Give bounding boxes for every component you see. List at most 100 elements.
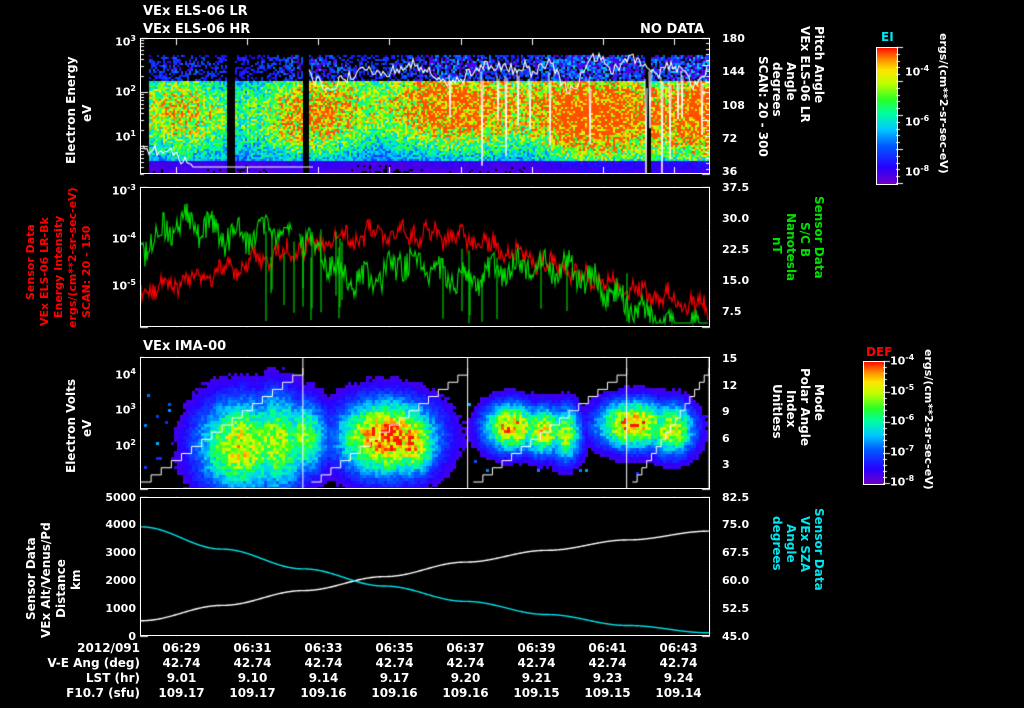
- p1-rtick-108: 108: [722, 99, 745, 112]
- panel1-title-lr: VEx ELS-06 LR: [143, 4, 248, 19]
- p2-right-axis-label-2: S/C B: [798, 222, 812, 258]
- p4-rtick-52-5: 52.5: [722, 602, 750, 615]
- footer-row: V-E Ang (deg) 42.74 42.74 42.74 42.74 42…: [0, 656, 714, 671]
- footer-cell: 42.74: [517, 656, 556, 670]
- footer-cell: 9.23: [592, 671, 623, 685]
- p2-left-axis-label-3: Energy Intensity: [52, 215, 65, 318]
- p3-ytick-1e2: 102: [115, 438, 136, 453]
- p4-left-axis-label-3: Distance: [54, 559, 68, 618]
- panel1-no-data-note: NO DATA: [640, 22, 705, 37]
- p1-right-axis-label-1: Pitch Angle: [812, 26, 826, 104]
- footer-row-label: LST (hr): [85, 671, 140, 685]
- p3-right-axis-label-4: Unitless: [770, 384, 784, 439]
- footer-cell: 42.74: [162, 656, 201, 670]
- footer-cell: 109.16: [442, 686, 489, 700]
- cb1-tick-1e-8: 10-8: [905, 164, 930, 179]
- p2-ytick-1e-4: 10-4: [111, 231, 136, 246]
- colorbar-def: [863, 361, 885, 485]
- panel-altitude-sza: [140, 497, 710, 636]
- footer-cell: 42.74: [446, 656, 485, 670]
- p1-ytick-10: 101: [115, 129, 136, 144]
- p4-rtick-67-5: 67.5: [722, 546, 750, 559]
- p3-right-axis-label-2: Polar Angle: [798, 368, 812, 447]
- p1-left-axis-label-2: eV: [80, 104, 94, 122]
- p2-rtick-15-0: 15.0: [722, 274, 750, 287]
- p1-right-axis-label-3: Angle: [784, 62, 798, 101]
- p3-rtick-15: 15: [722, 352, 738, 365]
- footer-cell: 9.24: [663, 671, 694, 685]
- footer-cell: 9.17: [379, 671, 410, 685]
- footer-cell: 42.74: [304, 656, 343, 670]
- p3-rtick-3: 3: [722, 458, 730, 471]
- footer-row-label: F10.7 (sfu): [66, 686, 140, 700]
- panel-ima-spectrogram: [140, 357, 710, 489]
- colorbar-ei: [876, 47, 898, 185]
- p1-left-axis-label-1: Electron Energy: [64, 56, 78, 164]
- p2-rtick-37-5: 37.5: [722, 181, 750, 194]
- p2-rtick-7-5: 7.5: [722, 305, 742, 318]
- footer-cell: 109.15: [584, 686, 631, 700]
- p4-right-axis-label-2: VEx SZA: [798, 516, 812, 573]
- p4-right-axis-label-3: Angle: [784, 524, 798, 563]
- p4-rtick-75-0: 75.0: [722, 518, 750, 531]
- p4-rtick-60-0: 60.0: [722, 574, 750, 587]
- p1-right-axis-label-2: VEx ELS-06 LR: [798, 26, 812, 123]
- footer-row: LST (hr) 9.01 9.10 9.14 9.17 9.20 9.21 9…: [0, 671, 714, 686]
- p2-rtick-22-5: 22.5: [722, 243, 750, 256]
- p4-left-axis-label-2: VEx Alt/Venus/Pd: [39, 522, 53, 638]
- footer-cell: 42.74: [375, 656, 414, 670]
- footer-cell: 9.01: [166, 671, 197, 685]
- p2-rtick-30-0: 30.0: [722, 212, 750, 225]
- p2-right-axis-label-3: Nanotesla: [784, 213, 798, 282]
- p2-left-axis-label-4: ergs/(cm**2-sr-sec-eV): [66, 187, 79, 328]
- footer-cell: 42.74: [659, 656, 698, 670]
- p4-right-axis-label-4: degrees: [770, 516, 784, 571]
- cb2-tick-1e-6: 10-6: [890, 413, 915, 428]
- footer-cell: 06:41: [588, 641, 627, 655]
- p3-right-axis-label-3: Index: [784, 390, 798, 428]
- footer-row-label: V-E Ang (deg): [47, 656, 140, 670]
- p4-right-axis-label-1: Sensor Data: [812, 508, 826, 591]
- p4-left-axis-label-1: Sensor Data: [24, 537, 38, 620]
- colorbar-ei-unit-label: ergs/(cm**2-sr-sec-eV): [937, 33, 950, 174]
- footer-row: 2012/091 06:29 06:31 06:33 06:35 06:37 0…: [0, 641, 714, 656]
- p3-ytick-1e4: 104: [115, 367, 136, 382]
- p4-ytick-4000: 4000: [105, 518, 136, 531]
- footer-cell: 06:39: [517, 641, 556, 655]
- footer-cell: 06:43: [659, 641, 698, 655]
- footer-cell: 42.74: [588, 656, 627, 670]
- footer-cell: 109.16: [300, 686, 347, 700]
- footer-cell: 06:33: [304, 641, 343, 655]
- p4-ytick-2000: 2000: [105, 574, 136, 587]
- p3-rtick-12: 12: [722, 379, 738, 392]
- colorbar-def-title: DEF: [866, 345, 893, 359]
- p2-right-axis-label-4: nT: [770, 237, 784, 254]
- footer-cell: 9.20: [450, 671, 481, 685]
- cb1-tick-1e-6: 10-6: [905, 114, 930, 129]
- footer-cell: 9.21: [521, 671, 552, 685]
- p3-rtick-9: 9: [722, 405, 730, 418]
- p2-left-axis-label-2: VEx ELS-06 LR-Bk: [38, 217, 51, 326]
- p3-ytick-1e3: 103: [115, 402, 136, 417]
- p4-ytick-0: 0: [128, 630, 136, 643]
- footer-cell: 9.10: [237, 671, 268, 685]
- footer-row: F10.7 (sfu) 109.17 109.17 109.16 109.16 …: [0, 686, 714, 701]
- p1-right-axis-label-5: SCAN: 20 - 300: [756, 56, 770, 157]
- p2-ytick-1e-3: 10-3: [111, 183, 136, 198]
- p4-left-axis-label-4: km: [69, 569, 83, 590]
- panel1-title-hr: VEx ELS-06 HR: [143, 22, 251, 37]
- colorbar-ei-title: EI: [881, 30, 894, 44]
- footer-cell: 42.74: [233, 656, 272, 670]
- p2-ytick-1e-5: 10-5: [111, 278, 136, 293]
- p1-right-axis-label-4: degrees: [770, 62, 784, 117]
- cb2-tick-1e-5: 10-5: [890, 383, 915, 398]
- footer-cell: 109.17: [158, 686, 205, 700]
- p3-left-axis-label-1: Electron Volts: [64, 378, 78, 473]
- cb2-tick-1e-8: 10-8: [890, 474, 915, 489]
- p4-ytick-5000: 5000: [105, 491, 136, 504]
- p1-rtick-180: 180: [722, 32, 745, 45]
- p1-rtick-72: 72: [722, 132, 738, 145]
- footer-cell: 06:35: [375, 641, 414, 655]
- panel3-title: VEx IMA-00: [143, 339, 227, 354]
- colorbar-def-unit-label: ergs/(cm**2-sr-sec-eV): [922, 349, 935, 490]
